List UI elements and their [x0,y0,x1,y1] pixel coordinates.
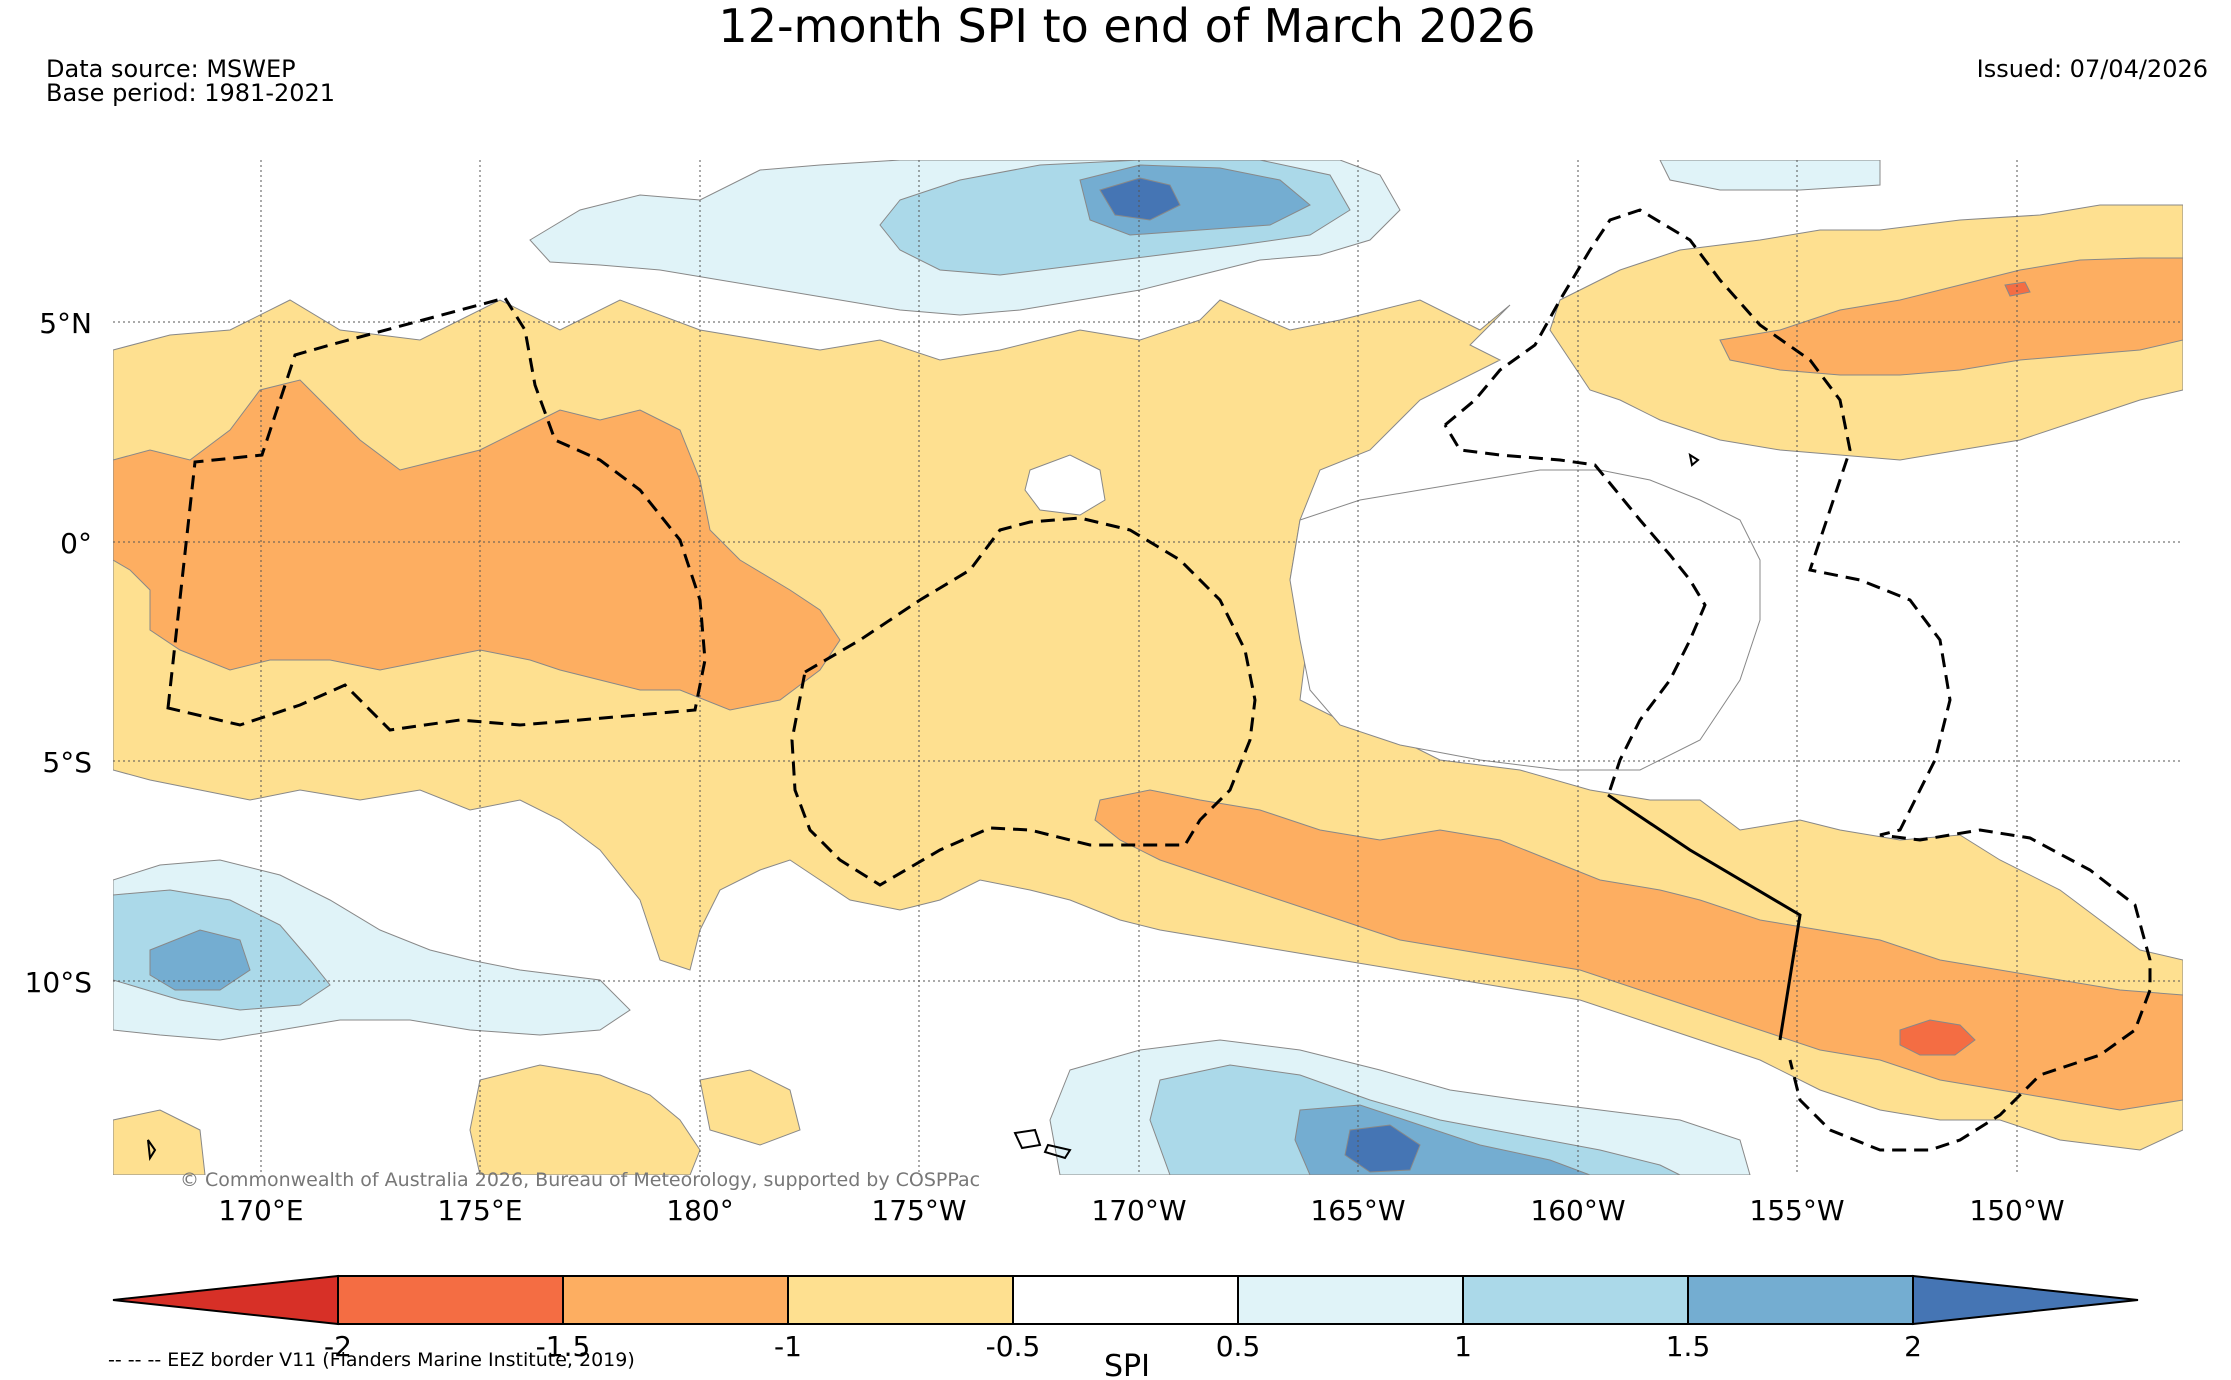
colorbar-segment [562,1275,789,1325]
colorbar-label: SPI [1104,1349,1150,1380]
colorbar-segment [1462,1275,1689,1325]
lon-label: 175°E [437,1194,522,1227]
lat-label: 10°S [25,966,92,999]
colorbar-tick-label: -1.5 [536,1330,591,1363]
lon-label: 150°W [1969,1194,2064,1227]
base-period-label: Base period: 1981-2021 [46,79,335,107]
colorbar-segment [1012,1275,1239,1325]
colorbar-ticks: -2 -1.5 -1 -0.5 0.5 1 1.5 2 [324,1330,1922,1363]
colorbar-segment-below-min [112,1274,339,1326]
eez-border-kiribati-line [1444,208,2152,1152]
colorbar-tick-label: -2 [324,1330,352,1363]
colorbar-segment [337,1275,564,1325]
map-gridlines [113,160,2183,1175]
issued-date-label: Issued: 07/04/2026 [1977,55,2208,83]
copyright-notice: © Commonwealth of Australia 2026, Bureau… [180,1169,980,1191]
eez-border-kiribati-gilbert [166,296,707,732]
lat-label: 0° [60,527,92,560]
spi-region-severely-dry-2 [2004,281,2031,297]
colorbar-tick-label: 1.5 [1666,1330,1711,1363]
island-outlines [147,452,1700,1161]
spi-region-extreme-wet-south-core [1344,1124,1421,1173]
lon-label: 175°W [871,1194,966,1227]
spi-region-extreme-wet-north-core [1099,177,1181,221]
eez-border-kiribati-line-west [1443,424,1707,791]
colorbar-tick-label: 2 [1904,1330,1922,1363]
latitude-labels: 5°N 0° 5°S 10°S [25,307,92,999]
lon-label: 165°W [1310,1194,1405,1227]
spi-region-near-normal-east [1289,469,1761,771]
spi-region-wet-north-east [1659,160,1881,191]
spi-region-severely-dry-1 [1899,1019,1976,1056]
spi-region-moderately-dry-south-1 [469,1064,701,1175]
spi-region-extremely-wet-southwest [149,929,251,991]
colorbar [112,1274,2139,1326]
eez-border-kiribati-phoenix [790,516,1257,887]
spi-region-near-normal-hole [1024,454,1106,516]
lat-label: 5°N [39,307,92,340]
colorbar-tick-label: -1 [774,1330,802,1363]
spi-region-very-wet-south-central [1149,1064,1681,1175]
spi-region-moderately-dry-south-2 [113,1109,206,1175]
colorbar-segment [1237,1275,1464,1325]
longitude-labels: 170°E 175°E 180° 175°W 170°W 165°W 160°W… [218,1194,2064,1227]
colorbar-tick-label: 0.5 [1216,1330,1261,1363]
lon-label: 170°W [1091,1194,1186,1227]
lon-label: 180° [666,1194,733,1227]
colorbar-segment [1687,1275,1914,1325]
eez-legend-note: -- -- -- EEZ border V11 (Flanders Marine… [108,1349,635,1371]
data-source-label: Data source: MSWEP [46,55,296,83]
eez-borders [166,208,2152,1152]
spi-region-dry-northeast [1719,257,2183,376]
lat-label: 5°S [42,746,92,779]
lon-label: 160°W [1530,1194,1625,1227]
spi-region-dry-west [113,379,841,711]
colorbar-segment [787,1275,1014,1325]
map-title: 12-month SPI to end of March 2026 [718,0,1535,53]
maritime-boundary-solid [1607,793,1802,1041]
colorbar-tick-label: 1 [1454,1330,1472,1363]
lon-label: 170°E [218,1194,303,1227]
lon-label: 155°W [1749,1194,1844,1227]
map-panel [113,160,2183,1175]
spi-region-moderately-dry-south-3 [699,1069,801,1146]
colorbar-segment-above-max [1912,1274,2139,1326]
colorbar-tick-label: -0.5 [986,1330,1041,1363]
